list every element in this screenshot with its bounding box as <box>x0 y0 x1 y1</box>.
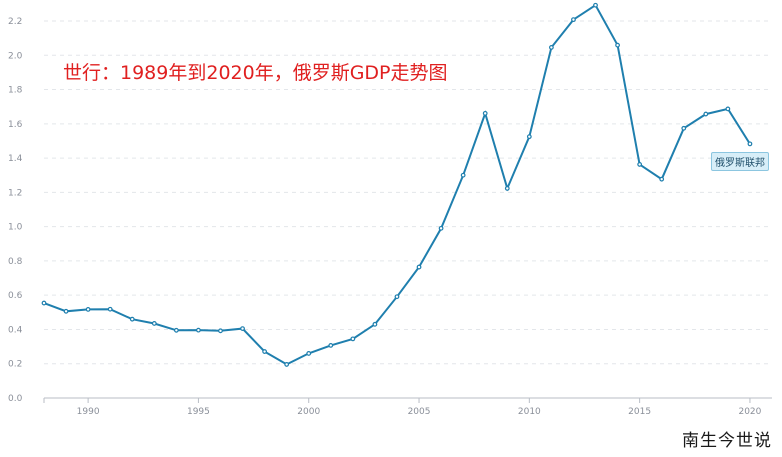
data-point <box>41 300 47 306</box>
y-tick-label: 0.0 <box>8 394 23 404</box>
y-tick-label: 1.0 <box>8 223 23 233</box>
watermark: 南生今世说 <box>682 431 772 451</box>
data-point <box>372 321 378 327</box>
data-point <box>328 342 334 348</box>
data-point <box>416 264 422 270</box>
data-point <box>107 306 113 312</box>
data-point <box>218 328 223 334</box>
y-tick-label: 0.2 <box>8 360 22 370</box>
data-point <box>129 316 135 322</box>
data-point <box>593 2 598 8</box>
data-point <box>85 307 91 312</box>
x-tick-label: 2005 <box>408 407 431 417</box>
data-point <box>681 125 687 131</box>
data-point <box>284 362 290 367</box>
chart-annotation: 世行：1989年到2020年，俄罗斯GDP走势图 <box>63 62 448 84</box>
data-point <box>63 308 69 314</box>
data-point <box>306 351 312 356</box>
x-tick-label: 2020 <box>738 407 761 417</box>
legend-label: 俄罗斯联邦 <box>711 152 769 171</box>
data-point <box>460 172 466 178</box>
data-point <box>262 349 268 354</box>
data-point <box>482 110 488 116</box>
y-tick-label: 1.2 <box>8 188 22 198</box>
data-point <box>615 42 620 48</box>
y-tick-label: 0.8 <box>8 257 23 267</box>
data-point <box>240 326 245 331</box>
y-tick-label: 2.2 <box>8 17 22 27</box>
data-point <box>659 176 665 182</box>
data-point <box>703 111 709 117</box>
data-point <box>350 336 356 342</box>
x-tick-label: 2015 <box>628 407 651 417</box>
x-tick-label: 2000 <box>297 407 320 417</box>
data-point <box>394 294 400 300</box>
data-point <box>151 321 157 326</box>
y-tick-label: 2.0 <box>8 51 23 61</box>
x-tick-label: 2010 <box>518 407 541 417</box>
y-tick-label: 1.4 <box>8 154 23 164</box>
data-point <box>725 106 731 112</box>
data-point <box>173 327 179 333</box>
data-point <box>196 327 201 333</box>
data-point <box>548 44 554 50</box>
data-point <box>526 134 532 140</box>
data-point <box>504 186 510 191</box>
x-tick-label: 1995 <box>187 407 210 417</box>
data-point <box>438 225 444 231</box>
data-point <box>747 141 753 147</box>
y-tick-label: 1.6 <box>8 120 23 130</box>
x-tick-label: 1990 <box>77 407 100 417</box>
data-point <box>571 17 576 23</box>
y-tick-label: 0.4 <box>8 325 23 335</box>
y-tick-label: 0.6 <box>8 291 23 301</box>
data-point <box>637 162 643 167</box>
y-tick-label: 1.8 <box>8 86 23 96</box>
